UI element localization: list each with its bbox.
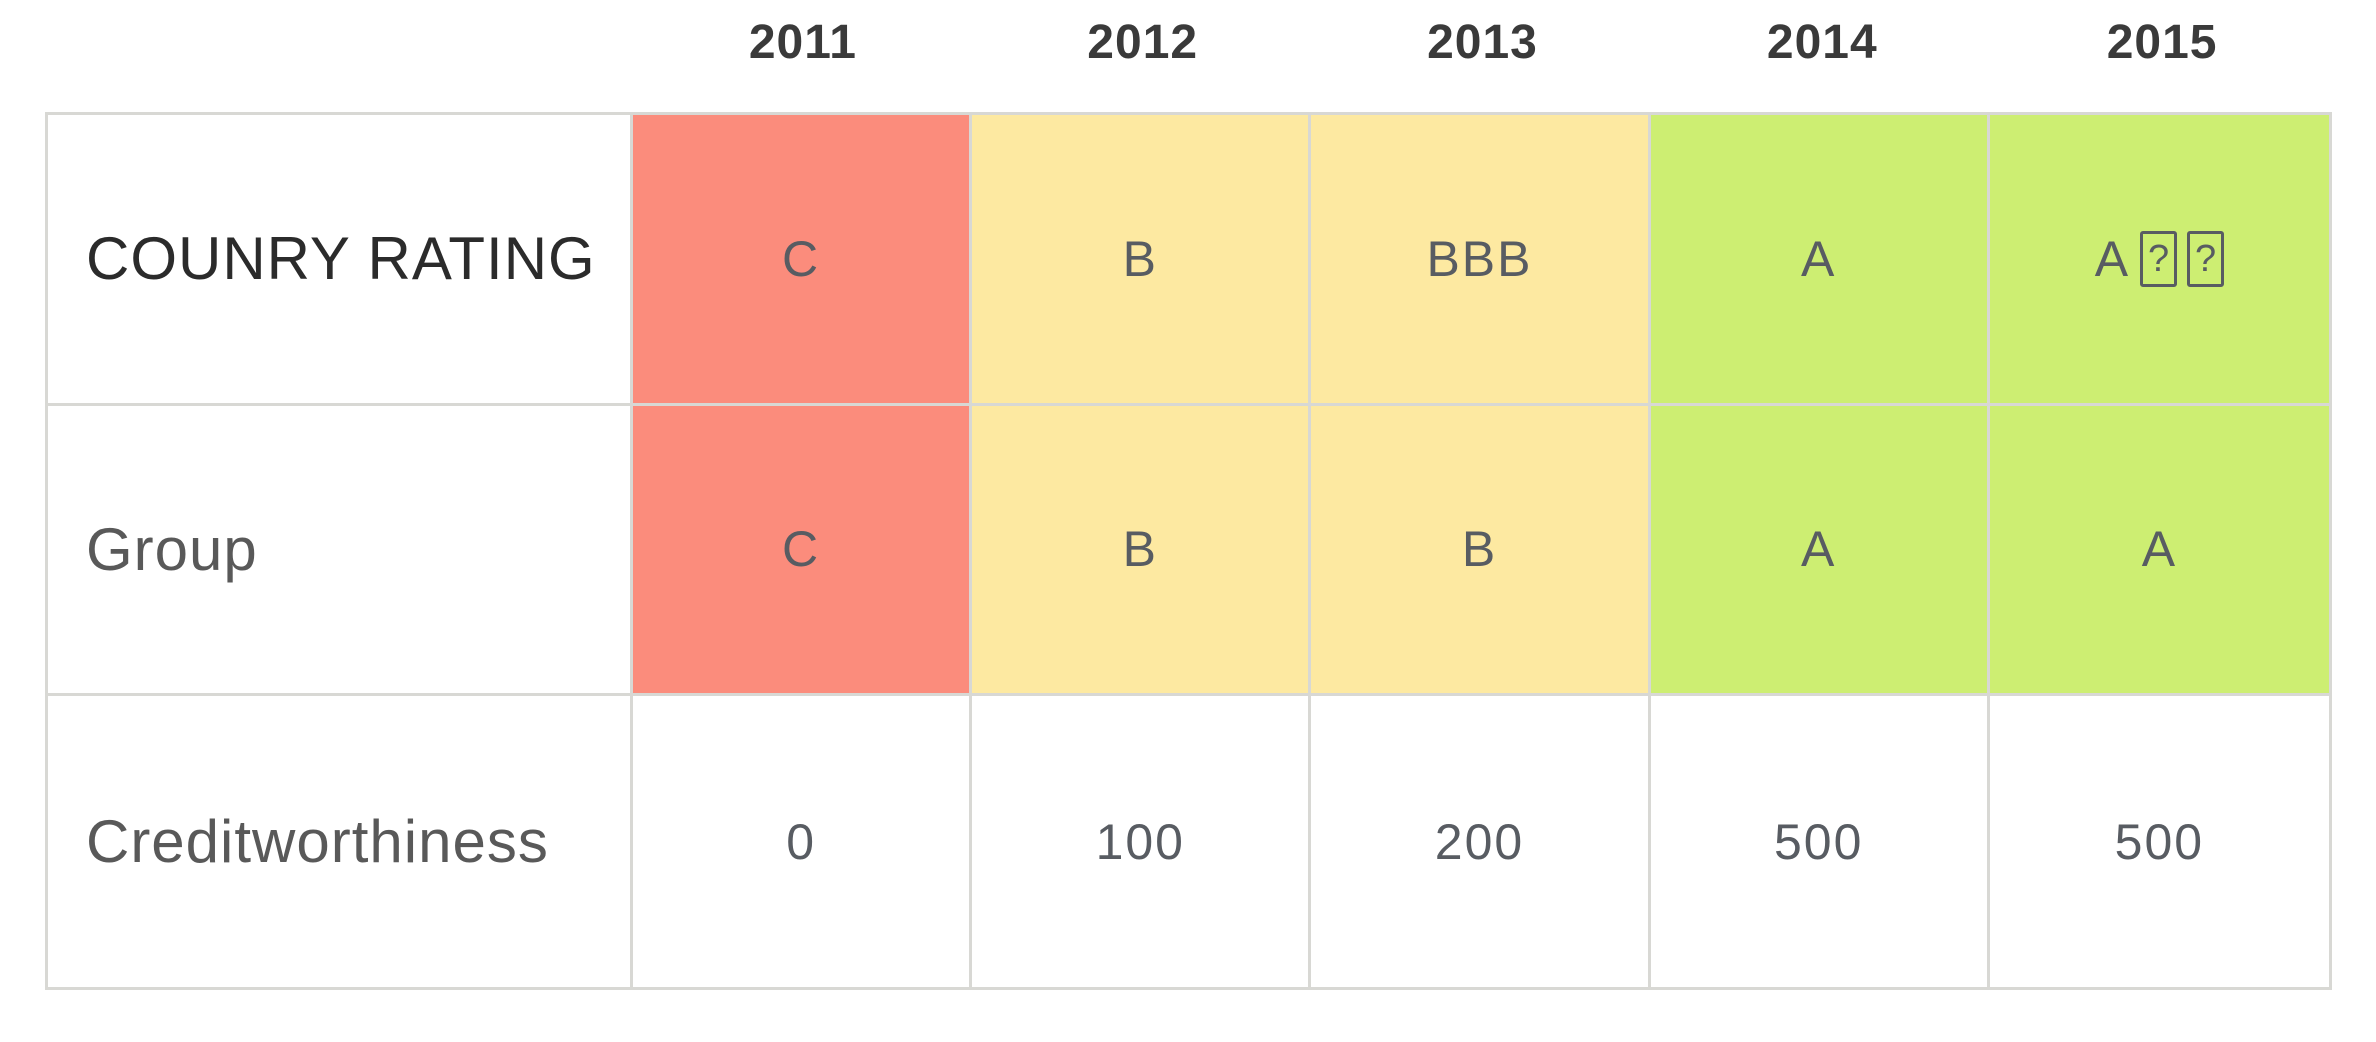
year-header-2014: 2014 [1766, 15, 1878, 69]
rating-cell-2015: A ? ? [1989, 115, 2329, 406]
creditworthiness-cell-2012: 100 [972, 696, 1312, 987]
rating-cell-2011: C [633, 115, 973, 406]
group-cell-2012: B [972, 405, 1312, 697]
group-cell-2011: C [633, 405, 973, 697]
creditworthiness-cell-2014: 500 [1650, 696, 1990, 987]
group-cell-2014: A [1650, 405, 1990, 697]
rating-cell-2013: BBB [1311, 115, 1651, 406]
year-header-2013: 2013 [1427, 15, 1538, 69]
row-label-creditworthiness: Creditworthiness [48, 696, 633, 987]
year-header-2011: 2011 [748, 15, 857, 69]
rating-cell-2014: A [1650, 115, 1990, 406]
creditworthiness-cell-2013: 200 [1311, 696, 1651, 987]
row-label-counry-rating: COUNRY RATING [48, 115, 633, 406]
year-header-row: 2011 2012 2013 2014 2015 [45, 0, 2332, 110]
rating-table: COUNRY RATING C B BBB A A ? ? Group C B … [45, 112, 2332, 990]
rating-cell-2012: B [972, 115, 1312, 406]
creditworthiness-cell-2015: 500 [1989, 696, 2329, 987]
rating-value: A [2094, 230, 2131, 287]
group-cell-2015: A [1989, 405, 2329, 697]
row-label-group: Group [48, 405, 633, 697]
creditworthiness-cell-2011: 0 [633, 696, 973, 987]
header-spacer [45, 0, 633, 110]
year-header-2015: 2015 [2106, 15, 2218, 69]
group-cell-2013: B [1311, 405, 1651, 697]
year-header-2012: 2012 [1087, 15, 1199, 69]
missing-glyph-box: ? [2187, 230, 2225, 287]
missing-glyph-box: ? [2140, 230, 2178, 287]
